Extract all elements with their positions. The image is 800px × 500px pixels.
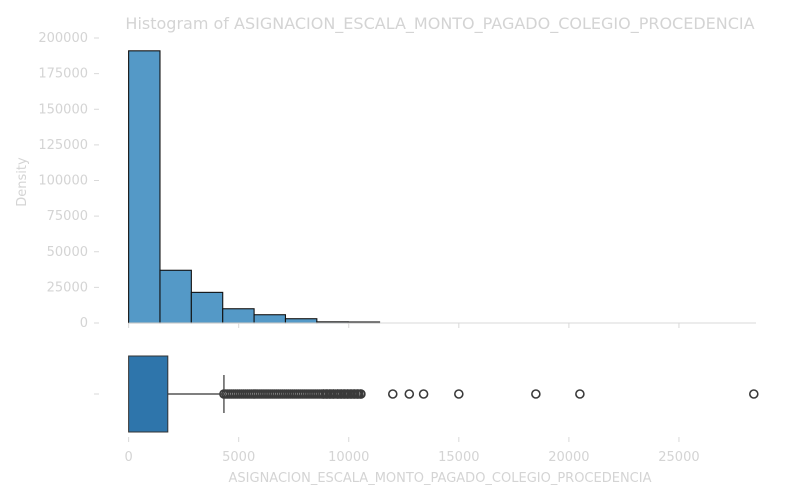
boxplot-outlier	[346, 389, 356, 399]
boxplot-box	[128, 355, 169, 433]
histogram-bar-4	[253, 314, 287, 324]
histogram-bar-3	[222, 308, 255, 324]
x-tick-label: 25000	[658, 450, 699, 465]
x-axis-label: ASIGNACION_ESCALA_MONTO_PAGADO_COLEGIO_P…	[229, 471, 652, 486]
x-tick-label: 0	[124, 450, 132, 465]
boxplot-outlier	[336, 389, 346, 399]
y-tick-label: 50000	[47, 245, 88, 260]
y-tick-label: 25000	[47, 280, 88, 295]
boxplot-outlier	[332, 389, 343, 399]
y-tick-label: 200000	[38, 31, 88, 46]
y-tick-label: 75000	[47, 209, 88, 224]
boxplot-outlier	[454, 389, 464, 399]
x-ticks: 0 5000 10000 15000 20000 25000	[124, 323, 700, 465]
boxplot-outlier	[418, 389, 429, 399]
boxplot-outlier	[321, 389, 332, 399]
x-tick-label: 15000	[438, 450, 479, 465]
chart-title: Histogram of ASIGNACION_ESCALA_MONTO_PAG…	[125, 14, 754, 34]
y-tick-label: 100000	[38, 174, 88, 189]
boxplot	[128, 355, 759, 433]
histogram-bar-1	[159, 269, 192, 324]
x-tick-label: 20000	[548, 450, 589, 465]
y-tick-label: 125000	[38, 138, 88, 153]
boxplot-outlier	[748, 389, 759, 399]
boxplot-outlier	[356, 389, 366, 399]
y-axis-label: Density	[15, 157, 30, 207]
histogram-bar-5	[284, 318, 318, 324]
histogram-bars	[128, 50, 381, 324]
y-tick-label: 0	[80, 316, 88, 331]
histogram-bar-0	[128, 50, 161, 324]
histogram-bar-2	[190, 291, 224, 324]
boxplot-outlier	[342, 389, 353, 399]
boxplot-outlier	[531, 389, 541, 399]
boxplot-outlier	[339, 389, 350, 399]
histogram-y-ticks: 0 25000 50000 75000 100000 125000 150000 175000…	[38, 31, 99, 331]
y-tick-label: 175000	[38, 67, 88, 82]
boxplot-outlier	[575, 389, 585, 399]
boxplot-outlier	[352, 389, 363, 399]
boxplot-outlier	[349, 389, 360, 399]
y-tick-label: 150000	[38, 102, 88, 117]
x-tick-label: 5000	[222, 450, 255, 465]
x-tick-label: 10000	[328, 450, 369, 465]
boxplot-outlier	[318, 389, 329, 399]
boxplot-outlier	[404, 389, 415, 399]
boxplot-outlier	[387, 389, 398, 399]
